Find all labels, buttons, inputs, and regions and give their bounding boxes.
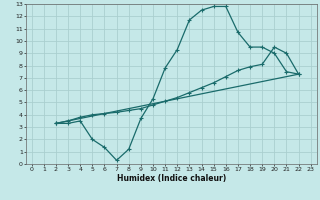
X-axis label: Humidex (Indice chaleur): Humidex (Indice chaleur) [116,174,226,183]
